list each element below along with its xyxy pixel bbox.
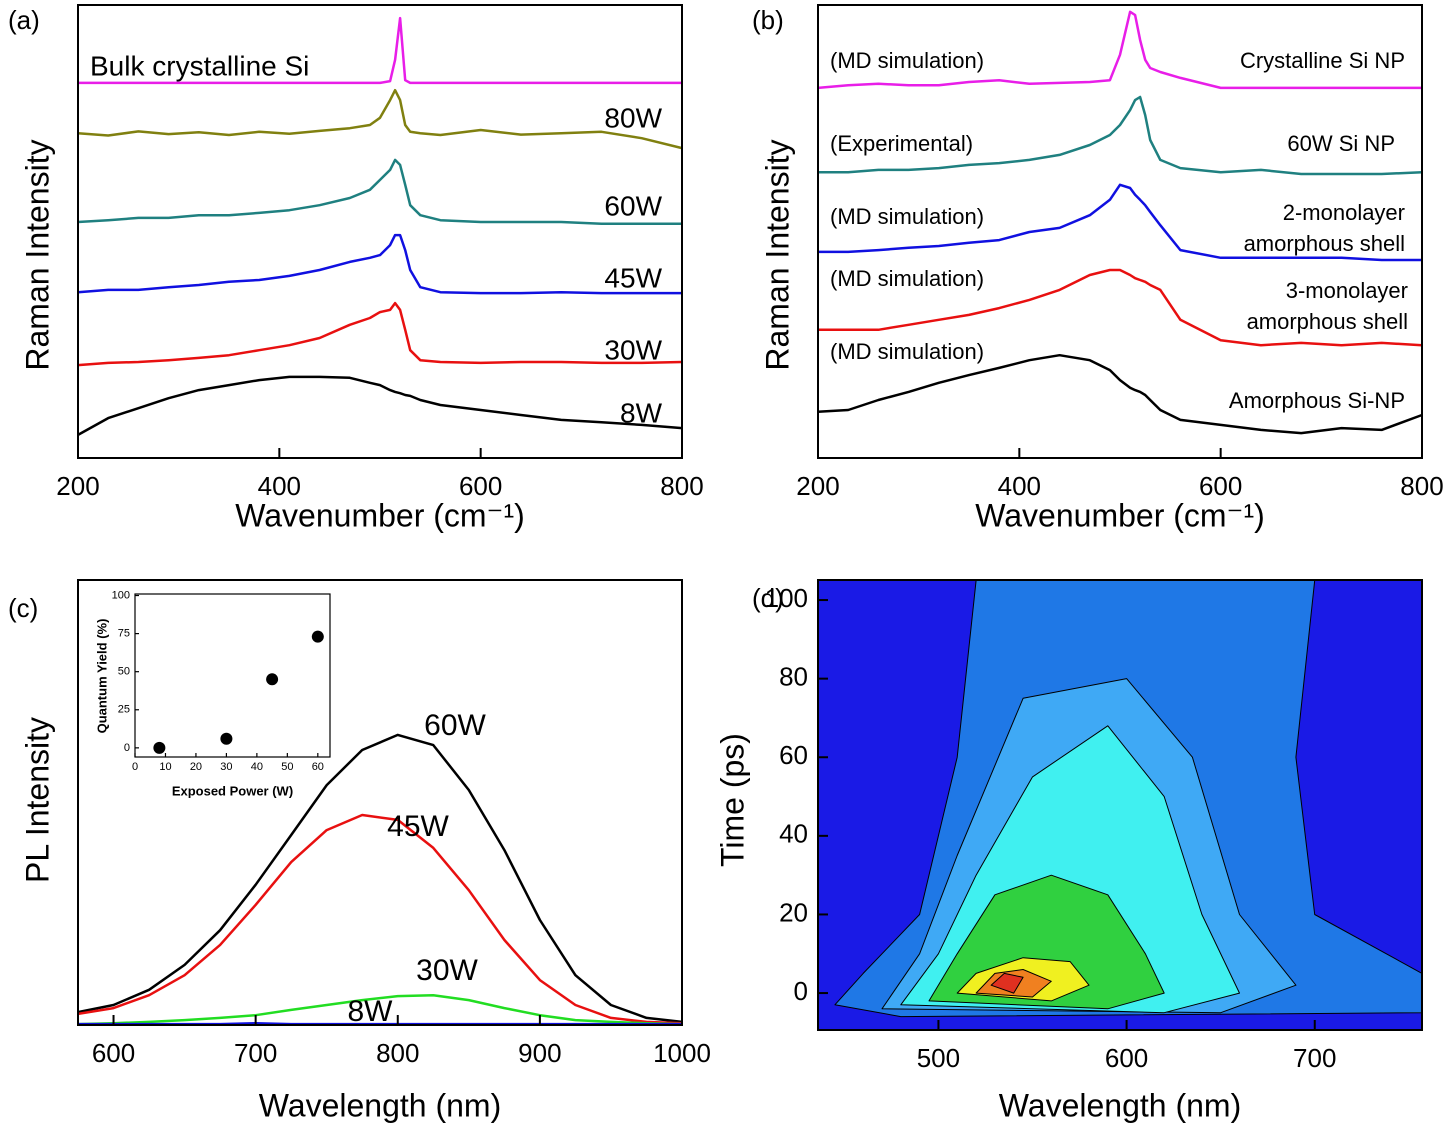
series-label: 80W (604, 102, 662, 133)
series-label: 60W (424, 709, 486, 742)
x-tick-label: 200 (796, 471, 839, 501)
x-tick-label: 50 (281, 761, 293, 773)
panel-label: (b) (752, 5, 784, 35)
x-axis-title: Wavenumber (cm⁻¹) (975, 497, 1265, 533)
scatter-point (220, 732, 233, 745)
series-line (77, 733, 683, 1024)
x-tick-label: 700 (234, 1038, 277, 1068)
series-label: 60W Si NP (1287, 131, 1395, 156)
series-label: 2-monolayer (1283, 200, 1405, 225)
inset-y-label: Quantum Yield (%) (94, 619, 109, 734)
y-axis-title: Time (ps) (714, 733, 750, 867)
series-label: 30W (604, 334, 662, 365)
x-tick-label: 800 (1400, 471, 1443, 501)
x-axis-title: Wavenumber (cm⁻¹) (235, 497, 525, 533)
y-tick-label: 20 (779, 897, 808, 927)
y-tick-label: 100 (765, 583, 808, 613)
series-line (77, 88, 683, 150)
scatter-point (311, 630, 324, 643)
series-label: Amorphous Si-NP (1229, 388, 1405, 413)
x-tick-label: 600 (92, 1038, 135, 1068)
x-tick-label: 700 (1293, 1043, 1336, 1073)
series-label: Bulk crystalline Si (90, 50, 309, 81)
panel-label: (a) (8, 5, 40, 35)
series-method-label: (Experimental) (830, 131, 973, 156)
inset-x-label: Exposed Power (W) (172, 783, 293, 798)
y-tick-label: 0 (794, 976, 808, 1006)
axes-frame (77, 4, 683, 459)
x-tick-label: 600 (1199, 471, 1242, 501)
x-tick-label: 40 (251, 761, 263, 773)
series-label: 60W (604, 190, 662, 221)
x-tick-label: 30 (220, 761, 232, 773)
axes-frame (77, 579, 683, 1026)
x-tick-label: 400 (998, 471, 1041, 501)
series-line (817, 353, 1423, 435)
series-line (77, 301, 683, 367)
series-line (77, 158, 682, 226)
y-axis-title: Raman Intensity (759, 139, 795, 370)
panel-label: (d) (752, 583, 784, 613)
y-axis-title: Raman Intensity (19, 139, 55, 370)
x-tick-label: 900 (518, 1038, 561, 1068)
inset-background (135, 594, 330, 757)
x-tick-label: 60 (312, 761, 324, 773)
series-label: amorphous shell (1247, 309, 1408, 334)
x-tick-label: 400 (258, 471, 301, 501)
y-tick-label: 25 (118, 704, 130, 716)
series-line (78, 16, 682, 85)
x-tick-label: 10 (159, 761, 171, 773)
series-method-label: (MD simulation) (830, 266, 984, 291)
series-label: 30W (416, 954, 478, 987)
y-tick-label: 80 (779, 662, 808, 692)
x-tick-label: 600 (1105, 1043, 1148, 1073)
series-label: amorphous shell (1244, 231, 1405, 256)
series-line (77, 375, 683, 436)
axes-frame (817, 4, 1423, 459)
series-label: Crystalline Si NP (1240, 48, 1405, 73)
x-tick-label: 200 (56, 471, 99, 501)
axes-frame (817, 579, 1423, 1031)
series-label: 8W (348, 995, 394, 1028)
series-line (77, 993, 683, 1026)
x-tick-label: 20 (190, 761, 202, 773)
series-method-label: (MD simulation) (830, 339, 984, 364)
series-line (818, 268, 1423, 347)
panel-label: (c) (8, 593, 38, 623)
x-tick-label: 1000 (653, 1038, 711, 1068)
series-line (817, 10, 1422, 90)
y-tick-label: 100 (112, 589, 130, 601)
x-tick-label: 500 (917, 1043, 960, 1073)
x-axis-title: Wavelength (nm) (259, 1087, 501, 1123)
x-tick-label: 800 (376, 1038, 419, 1068)
series-line (818, 95, 1423, 176)
series-line (818, 183, 1422, 262)
series-label: 45W (387, 810, 449, 843)
series-line (77, 813, 683, 1025)
series-label: 8W (620, 397, 663, 428)
series-line (77, 233, 682, 295)
scatter-point (266, 673, 279, 686)
series-label: 3-monolayer (1286, 278, 1408, 303)
contour-region (990, 972, 1024, 994)
x-tick-label: 0 (132, 761, 138, 773)
series-method-label: (MD simulation) (830, 48, 984, 73)
series-method-label: (MD simulation) (830, 204, 984, 229)
series-label: 45W (604, 262, 662, 293)
y-tick-label: 60 (779, 740, 808, 770)
y-axis-title: PL Intensity (19, 717, 55, 883)
axes-frame (134, 593, 331, 758)
x-axis-title: Wavelength (nm) (999, 1087, 1241, 1123)
y-tick-label: 75 (118, 628, 130, 640)
y-tick-label: 40 (779, 819, 808, 849)
x-tick-label: 600 (459, 471, 502, 501)
scatter-point (153, 741, 166, 754)
y-tick-label: 0 (124, 742, 130, 754)
y-tick-label: 50 (118, 666, 130, 678)
x-tick-label: 800 (660, 471, 703, 501)
